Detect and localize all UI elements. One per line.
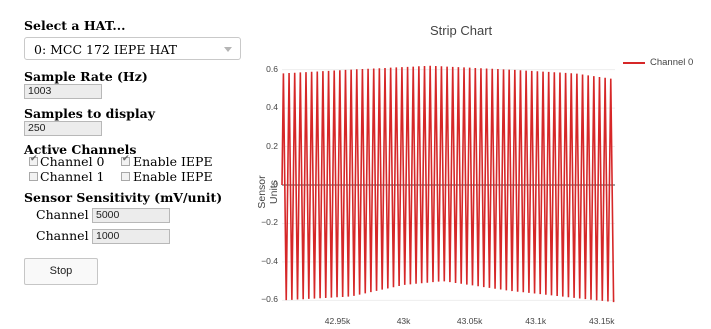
samples-display-label: Samples to display xyxy=(24,106,156,121)
channel-1-label: Channel 1 xyxy=(40,169,105,184)
x-tick-label: 43.15k xyxy=(589,316,615,326)
sensitivity-channel-1-input[interactable]: 1000 xyxy=(92,229,170,244)
legend-item-channel-0[interactable]: Channel 0 xyxy=(650,57,694,68)
stop-button[interactable]: Stop xyxy=(24,258,98,285)
channel-1-iepe-checkbox[interactable] xyxy=(121,172,130,181)
x-tick-label: 42.95k xyxy=(324,316,351,326)
y-tick-label: 0.6 xyxy=(266,63,278,74)
x-tick-label: 43.05k xyxy=(456,316,483,326)
y-tick-label: −0.6 xyxy=(261,294,278,305)
chart-title: Strip Chart xyxy=(430,23,493,38)
y-tick-label: 0.4 xyxy=(266,102,278,113)
channel-0-iepe-checkbox[interactable]: ✔ xyxy=(121,154,130,166)
hat-label: Select a HAT... xyxy=(24,18,126,33)
sample-rate-input[interactable]: 1003 xyxy=(24,84,102,99)
control-panel: Select a HAT... 0: MCC 172 IEPE HAT Samp… xyxy=(0,0,250,329)
channel-0-iepe-label: Enable IEPE xyxy=(133,154,213,169)
y-tick-label: 0.2 xyxy=(266,140,278,151)
channel-1-iepe-label: Enable IEPE xyxy=(133,169,213,184)
channel-0-checkbox[interactable]: ✔ xyxy=(29,154,38,166)
active-channels-label: Active Channels xyxy=(24,142,137,157)
legend-swatch xyxy=(623,62,645,64)
chart-plot-area[interactable] xyxy=(250,0,711,329)
y-tick-label: 0 xyxy=(273,179,278,189)
check-icon: ✔ xyxy=(122,154,130,164)
y-tick-label: −0.4 xyxy=(261,255,278,266)
x-tick-label: 43.1k xyxy=(525,316,547,326)
samples-display-input[interactable]: 250 xyxy=(24,121,102,136)
sample-rate-label: Sample Rate (Hz) xyxy=(24,69,148,84)
y-tick-label: −0.2 xyxy=(261,217,278,228)
check-icon: ✔ xyxy=(30,154,38,164)
sensitivity-channel-0-input[interactable]: 5000 xyxy=(92,208,170,223)
sensitivity-channel-1-label: Channel 1: xyxy=(36,228,105,243)
sensitivity-channel-0-label: Channel 0: xyxy=(36,207,105,222)
channel-1-checkbox[interactable] xyxy=(29,172,38,181)
chevron-down-icon xyxy=(224,47,232,52)
x-tick-label: 43k xyxy=(396,316,411,326)
hat-select-value: 0: MCC 172 IEPE HAT xyxy=(34,42,178,57)
sensitivity-label: Sensor Sensitivity (mV/unit) xyxy=(24,190,223,205)
strip-chart: Strip Chart Channel 0 Sensor Units 0.6 0.… xyxy=(250,0,711,329)
channel-0-label: Channel 0 xyxy=(40,154,105,169)
hat-select[interactable]: 0: MCC 172 IEPE HAT xyxy=(24,37,241,60)
series-line-channel-0 xyxy=(281,65,615,303)
